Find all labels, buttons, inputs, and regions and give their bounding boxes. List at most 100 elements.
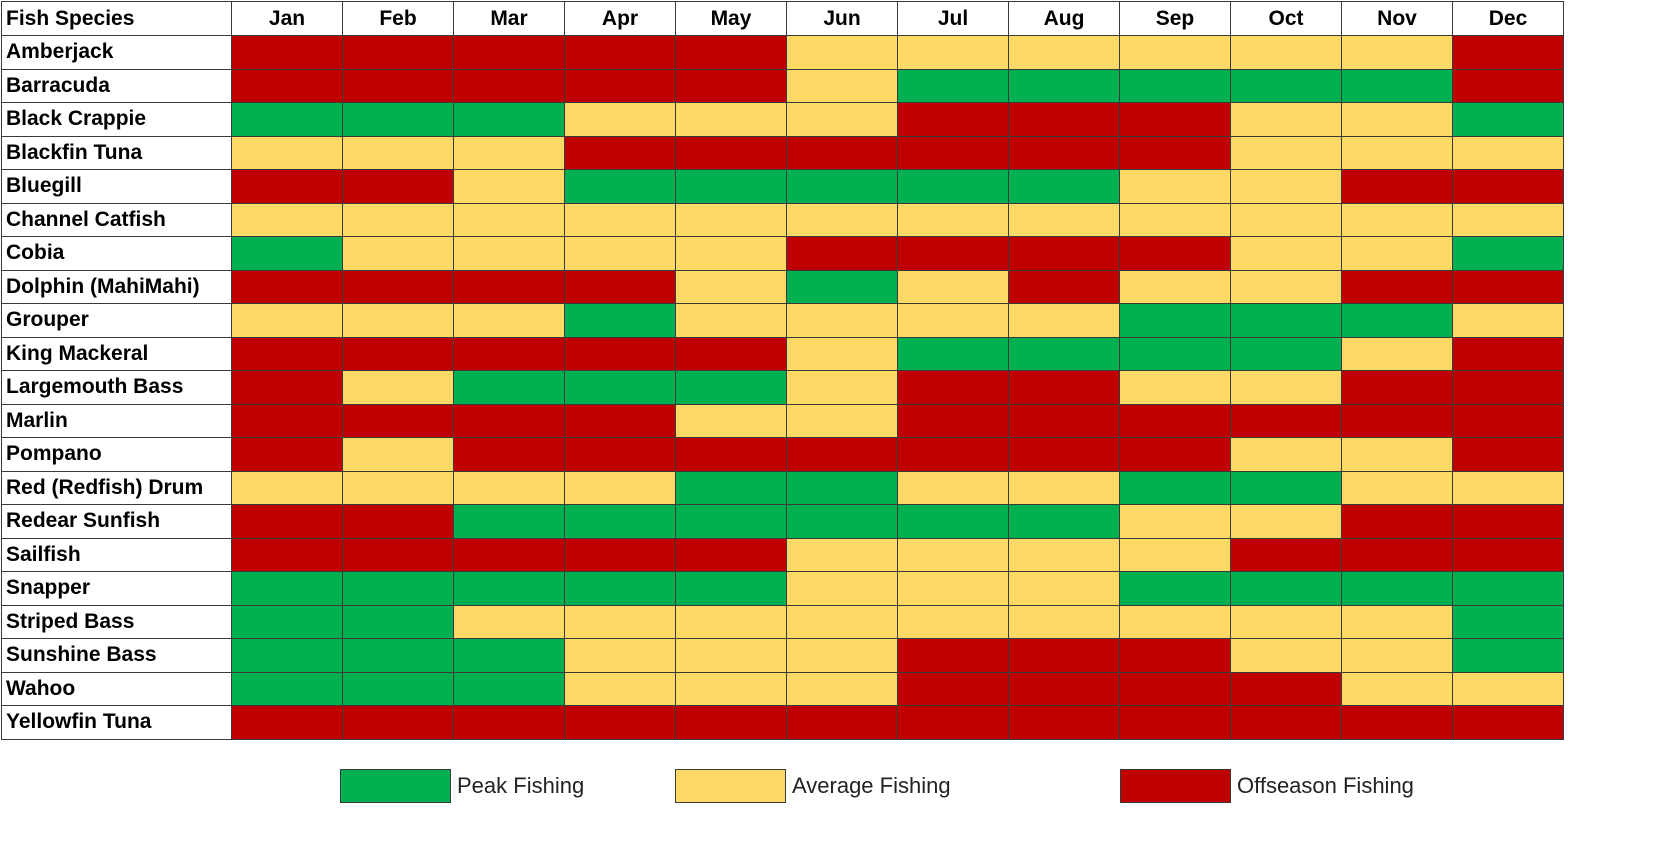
species-label: Sunshine Bass <box>1 638 232 673</box>
heatmap-cell <box>342 437 454 472</box>
heatmap-cell <box>564 169 676 204</box>
heatmap-cell <box>1119 437 1231 472</box>
heatmap-cell <box>342 68 454 103</box>
table-row: Dolphin (MahiMahi) <box>1 269 1564 304</box>
heatmap-cell <box>453 35 565 70</box>
heatmap-cell <box>1008 303 1120 338</box>
heatmap-cell <box>675 269 787 304</box>
heatmap-cell <box>1341 35 1453 70</box>
heatmap-cell <box>1341 437 1453 472</box>
heatmap-cell <box>897 135 1009 170</box>
heatmap-cell <box>564 135 676 170</box>
heatmap-cell <box>1008 269 1120 304</box>
heatmap-cell <box>1230 437 1342 472</box>
table-row: Black Crappie <box>1 102 1564 137</box>
heatmap-cell <box>342 571 454 606</box>
heatmap-cell <box>1008 370 1120 405</box>
heatmap-cell <box>1452 269 1564 304</box>
heatmap-cell <box>1341 68 1453 103</box>
heatmap-cell <box>453 236 565 271</box>
species-label: Pompano <box>1 437 232 472</box>
heatmap-cell <box>342 504 454 539</box>
heatmap-cell <box>1230 269 1342 304</box>
species-label: Snapper <box>1 571 232 606</box>
heatmap-cell <box>342 236 454 271</box>
heatmap-cell <box>1341 370 1453 405</box>
heatmap-cell <box>342 604 454 639</box>
heatmap-cell <box>897 671 1009 706</box>
heatmap-cell <box>1119 470 1231 505</box>
heatmap-cell <box>675 370 787 405</box>
heatmap-cell <box>1230 370 1342 405</box>
heatmap-cell <box>453 671 565 706</box>
heatmap-cell <box>1230 470 1342 505</box>
month-header: Jan <box>231 1 343 36</box>
heatmap-cell <box>1230 504 1342 539</box>
heatmap-cell <box>897 102 1009 137</box>
heatmap-cell <box>897 202 1009 237</box>
heatmap-cell <box>897 571 1009 606</box>
heatmap-cell <box>231 135 343 170</box>
heatmap-cell <box>675 403 787 438</box>
legend-item: Peak Fishing <box>340 768 584 804</box>
heatmap-cell <box>897 638 1009 673</box>
heatmap-cell <box>1452 604 1564 639</box>
heatmap-cell <box>231 336 343 371</box>
heatmap-cell <box>1452 705 1564 740</box>
heatmap-cell <box>1230 35 1342 70</box>
heatmap-cell <box>1452 169 1564 204</box>
species-label: Amberjack <box>1 35 232 70</box>
heatmap-cell <box>786 504 898 539</box>
heatmap-cell <box>453 102 565 137</box>
heatmap-cell <box>231 671 343 706</box>
heatmap-cell <box>786 437 898 472</box>
heatmap-cell <box>675 604 787 639</box>
heatmap-cell <box>1008 68 1120 103</box>
heatmap-cell <box>453 336 565 371</box>
heatmap-cell <box>1119 68 1231 103</box>
heatmap-cell <box>1452 571 1564 606</box>
table-row: Marlin <box>1 403 1564 438</box>
heatmap-cell <box>564 102 676 137</box>
heatmap-cell <box>1230 169 1342 204</box>
heatmap-cell <box>786 236 898 271</box>
species-label: Striped Bass <box>1 604 232 639</box>
corner-header: Fish Species <box>1 1 232 36</box>
heatmap-cell <box>1341 571 1453 606</box>
heatmap-cell <box>342 35 454 70</box>
heatmap-cell <box>1452 370 1564 405</box>
month-header: Sep <box>1119 1 1231 36</box>
heatmap-cell <box>1452 336 1564 371</box>
heatmap-cell <box>675 671 787 706</box>
heatmap-cell <box>1119 336 1231 371</box>
heatmap-cell <box>1119 303 1231 338</box>
legend-swatch <box>340 769 451 803</box>
heatmap-cell <box>675 504 787 539</box>
heatmap-cell <box>786 470 898 505</box>
heatmap-cell <box>231 470 343 505</box>
species-label: Barracuda <box>1 68 232 103</box>
heatmap-cell <box>1341 135 1453 170</box>
month-header: Apr <box>564 1 676 36</box>
heatmap-cell <box>1008 537 1120 572</box>
species-label: Black Crappie <box>1 102 232 137</box>
heatmap-cell <box>453 470 565 505</box>
heatmap-cell <box>897 705 1009 740</box>
table-row: Yellowfin Tuna <box>1 705 1564 740</box>
species-label: Bluegill <box>1 169 232 204</box>
heatmap-cell <box>1452 437 1564 472</box>
heatmap-cell <box>1230 236 1342 271</box>
heatmap-cell <box>231 504 343 539</box>
month-header: May <box>675 1 787 36</box>
heatmap-cell <box>564 35 676 70</box>
heatmap-cell <box>231 236 343 271</box>
heatmap-cell <box>1119 102 1231 137</box>
heatmap-cell <box>453 68 565 103</box>
heatmap-cell <box>453 571 565 606</box>
heatmap-cell <box>342 638 454 673</box>
heatmap-cell <box>786 303 898 338</box>
heatmap-cell <box>1452 68 1564 103</box>
heatmap-cell <box>342 470 454 505</box>
heatmap-cell <box>231 303 343 338</box>
table-row: Red (Redfish) Drum <box>1 470 1564 505</box>
